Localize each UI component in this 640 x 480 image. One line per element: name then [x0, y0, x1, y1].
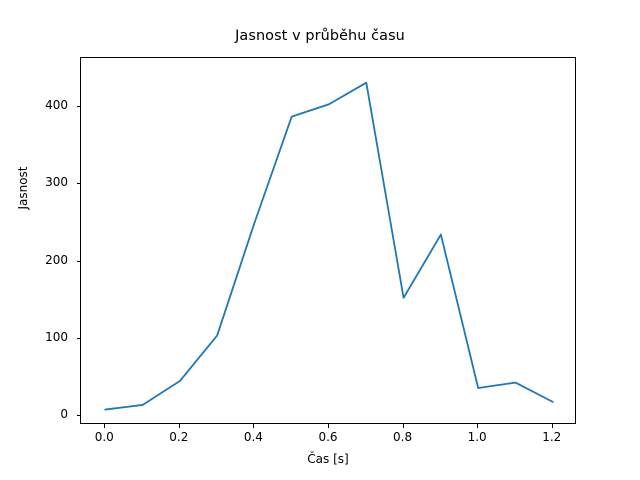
- y-tick-mark: [76, 414, 80, 416]
- x-tick-mark: [402, 424, 404, 428]
- y-tick-mark: [76, 106, 80, 108]
- x-tick-label: 0.2: [169, 430, 189, 444]
- x-tick-label: 1.0: [467, 430, 487, 444]
- x-tick-label: 0.0: [94, 430, 114, 444]
- y-tick-mark: [76, 337, 80, 339]
- y-tick-mark: [76, 260, 80, 262]
- data-line-series: [104, 81, 554, 411]
- y-axis-label: Jasnost: [16, 166, 30, 210]
- x-tick-label: 1.2: [542, 430, 562, 444]
- x-tick-mark: [178, 424, 180, 428]
- y-tick-label: 400: [45, 98, 68, 113]
- x-tick-mark: [328, 424, 329, 428]
- x-axis-label: Čas [s]: [307, 452, 349, 466]
- y-tick-label: 100: [45, 329, 68, 344]
- series-polyline-jasnost: [104, 81, 554, 411]
- x-tick-mark: [104, 424, 106, 428]
- y-tick-mark: [76, 183, 80, 185]
- x-tick-mark: [253, 424, 255, 428]
- x-tick-mark: [477, 424, 479, 428]
- y-tick-label: 200: [45, 252, 68, 267]
- chart-title: Jasnost v průběhu času: [235, 28, 405, 44]
- x-tick-label: 0.6: [318, 430, 338, 444]
- x-tick-mark: [551, 424, 553, 428]
- plot-area: [80, 57, 576, 424]
- y-tick-label: 300: [45, 175, 68, 190]
- y-tick-label: 0: [60, 406, 68, 421]
- x-tick-label: 0.4: [243, 430, 263, 444]
- x-tick-label: 0.8: [393, 430, 413, 444]
